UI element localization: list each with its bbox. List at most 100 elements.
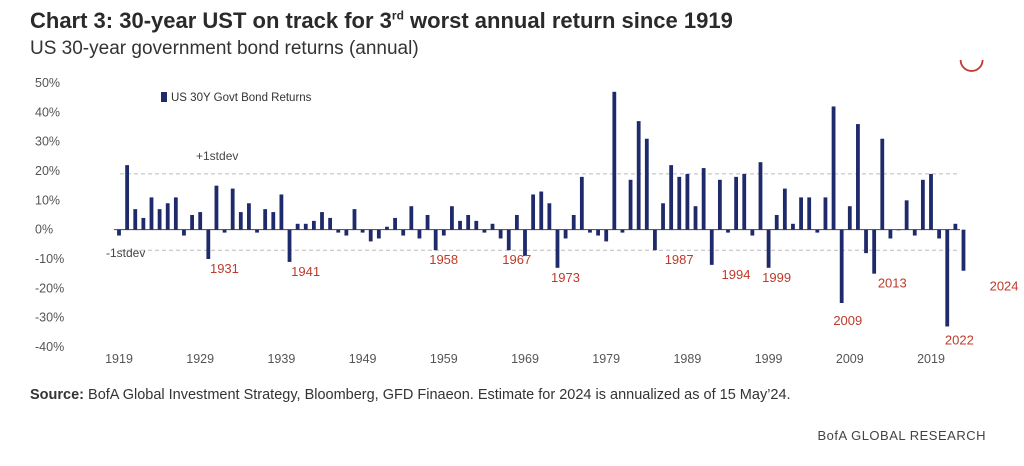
annotation-2022: 2022 — [945, 332, 974, 347]
bar-2015 — [896, 229, 901, 231]
bar-2021 — [945, 229, 950, 327]
bar-2022 — [953, 223, 958, 230]
bar-2008 — [839, 229, 844, 303]
bar-1986 — [661, 203, 665, 230]
bar-1953 — [393, 217, 397, 230]
bar-1995 — [734, 176, 739, 230]
legend-swatch — [161, 92, 167, 102]
bar-1947 — [344, 229, 349, 236]
title-superscript: rd — [391, 8, 404, 23]
annotation-1931: 1931 — [210, 261, 239, 276]
bar-1967 — [506, 229, 511, 251]
annotation-1967: 1967 — [502, 252, 531, 267]
bar-1996 — [742, 173, 747, 230]
bar-2006 — [823, 197, 828, 230]
bar-1920 — [125, 165, 130, 230]
y-tick-label: 40% — [35, 105, 60, 119]
brand-label: BofA GLOBAL RESEARCH — [817, 428, 986, 443]
bar-1936 — [255, 229, 259, 233]
bar-1939 — [279, 194, 284, 230]
y-tick-label: 10% — [35, 193, 60, 207]
annotation-1987: 1987 — [665, 252, 694, 267]
bar-1940 — [287, 229, 292, 262]
bar-1971 — [539, 191, 544, 230]
annotation-1973: 1973 — [551, 270, 580, 285]
bar-1988 — [677, 176, 682, 230]
bar-1980 — [612, 91, 617, 230]
source-label: Source: — [30, 387, 84, 403]
bar-1946 — [336, 229, 341, 233]
bar-1999 — [766, 229, 771, 268]
minus-stdev-label: -1stdev — [106, 246, 145, 260]
bar-1968 — [514, 215, 519, 230]
bar-2010 — [856, 124, 860, 230]
bar-1962 — [466, 215, 471, 230]
bar-1952 — [385, 226, 389, 230]
y-tick-label: 50% — [35, 76, 60, 90]
bar-2007 — [831, 106, 836, 230]
bar-1927 — [182, 229, 186, 236]
y-tick-label: 0% — [35, 223, 53, 237]
bar-1930 — [206, 229, 211, 259]
bar-1929 — [198, 212, 203, 230]
bar-1976 — [579, 176, 584, 230]
bar-1924 — [157, 209, 162, 230]
bar-1983 — [636, 121, 641, 230]
bar-2012 — [872, 229, 877, 274]
bar-2018 — [920, 179, 925, 230]
bar-1978 — [596, 229, 600, 236]
bar-1969 — [523, 229, 527, 257]
bar-1928 — [190, 215, 194, 230]
bar-2013 — [880, 138, 885, 230]
plus-stdev-label: +1stdev — [196, 149, 238, 163]
bar-1955 — [409, 206, 414, 230]
bar-1937 — [263, 209, 268, 230]
bar-1957 — [425, 215, 430, 230]
bar-1966 — [498, 229, 503, 239]
y-tick-label: -30% — [35, 311, 64, 325]
title-main: Chart 3: 30-year UST on track for 3 — [30, 8, 392, 33]
x-tick-label: 1969 — [511, 352, 539, 366]
bar-2002 — [791, 223, 795, 230]
bar-1990 — [693, 206, 698, 230]
chart-title: Chart 3: 30-year UST on track for 3rd wo… — [30, 8, 733, 34]
bar-2019 — [929, 173, 933, 230]
x-tick-label: 1949 — [349, 352, 377, 366]
annotation-1994: 1994 — [722, 267, 751, 282]
bar-1922 — [141, 217, 146, 230]
bar-2009 — [847, 206, 852, 230]
bar-1943 — [311, 220, 316, 230]
bar-1974 — [563, 229, 568, 239]
y-tick-label: 20% — [35, 164, 60, 178]
annotation-1999: 1999 — [762, 270, 791, 285]
bar-2003 — [799, 197, 803, 230]
bar-1942 — [303, 223, 308, 230]
chart-subtitle: US 30-year government bond returns (annu… — [30, 38, 419, 59]
bar-2014 — [888, 229, 893, 239]
bar-1964 — [482, 229, 487, 233]
x-tick-label: 1989 — [673, 352, 701, 366]
bar-1987 — [669, 165, 674, 230]
bar-1989 — [685, 173, 690, 230]
bar-2001 — [782, 188, 787, 230]
bar-1982 — [628, 179, 633, 230]
bar-1958 — [433, 229, 438, 251]
y-tick-label: -10% — [35, 252, 64, 266]
x-tick-label: 1999 — [755, 352, 783, 366]
bar-1938 — [271, 212, 276, 230]
bar-1975 — [571, 215, 576, 230]
bar-1965 — [490, 223, 495, 230]
bar-1954 — [401, 229, 406, 236]
x-tick-label: 1919 — [105, 352, 133, 366]
bar-1997 — [750, 229, 755, 236]
bar-1944 — [320, 212, 324, 230]
highlight-circle-2024 — [959, 60, 984, 72]
x-tick-label: 2009 — [836, 352, 864, 366]
bar-1949 — [360, 229, 365, 233]
bar-2005 — [815, 229, 820, 233]
bar-1931 — [214, 185, 219, 230]
bar-2023 — [961, 229, 966, 271]
bar-1933 — [230, 188, 235, 230]
legend-label: US 30Y Govt Bond Returns — [171, 92, 312, 104]
bar-1977 — [588, 229, 592, 233]
